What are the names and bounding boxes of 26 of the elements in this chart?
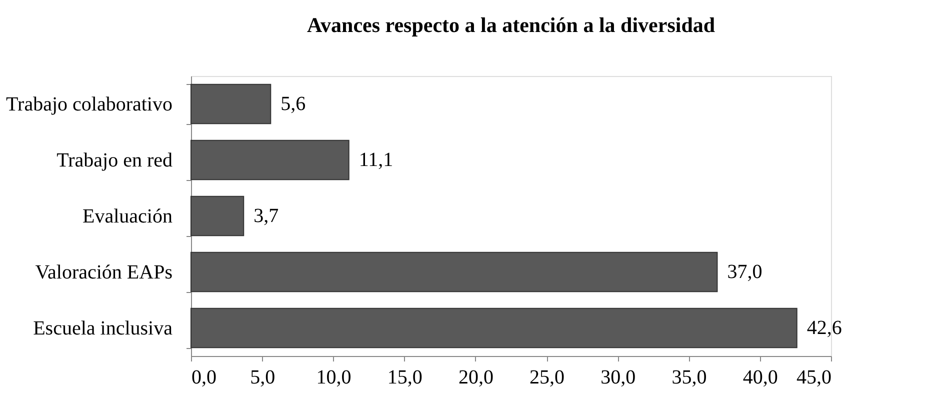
y-tick-label: Evaluación [82,206,172,228]
y-tick-label: Valoración EAPs [35,262,173,284]
y-tick-label: Trabajo en red [56,150,172,172]
x-tick-label: 35,0 [672,366,707,388]
x-tick-label: 10,0 [316,366,352,388]
bar [190,196,244,236]
x-tick-label: 15,0 [387,366,422,388]
x-tick-label: 0,0 [192,366,216,388]
data-label: 3,7 [254,205,279,227]
bar [190,84,272,124]
x-tick-label: 5,0 [250,366,276,388]
data-label: 42,6 [806,317,842,339]
data-label: 5,6 [280,93,306,115]
x-tick-label: 45,0 [796,366,832,388]
x-tick-label: 20,0 [458,366,494,388]
data-label: 11,1 [358,149,394,171]
data-label: 37,0 [727,261,762,283]
chart-title: Avances respecto a la atención a la diversidad [306,13,716,37]
bar [190,252,718,292]
bar [190,140,350,180]
x-tick-label: 40,0 [742,366,778,388]
x-tick-label: 25,0 [530,366,565,388]
y-tick-label: Trabajo colaborativo [6,94,172,116]
y-tick-label: Escuela inclusiva [33,318,173,340]
bar [190,308,798,348]
x-tick-label: 30,0 [600,366,636,388]
